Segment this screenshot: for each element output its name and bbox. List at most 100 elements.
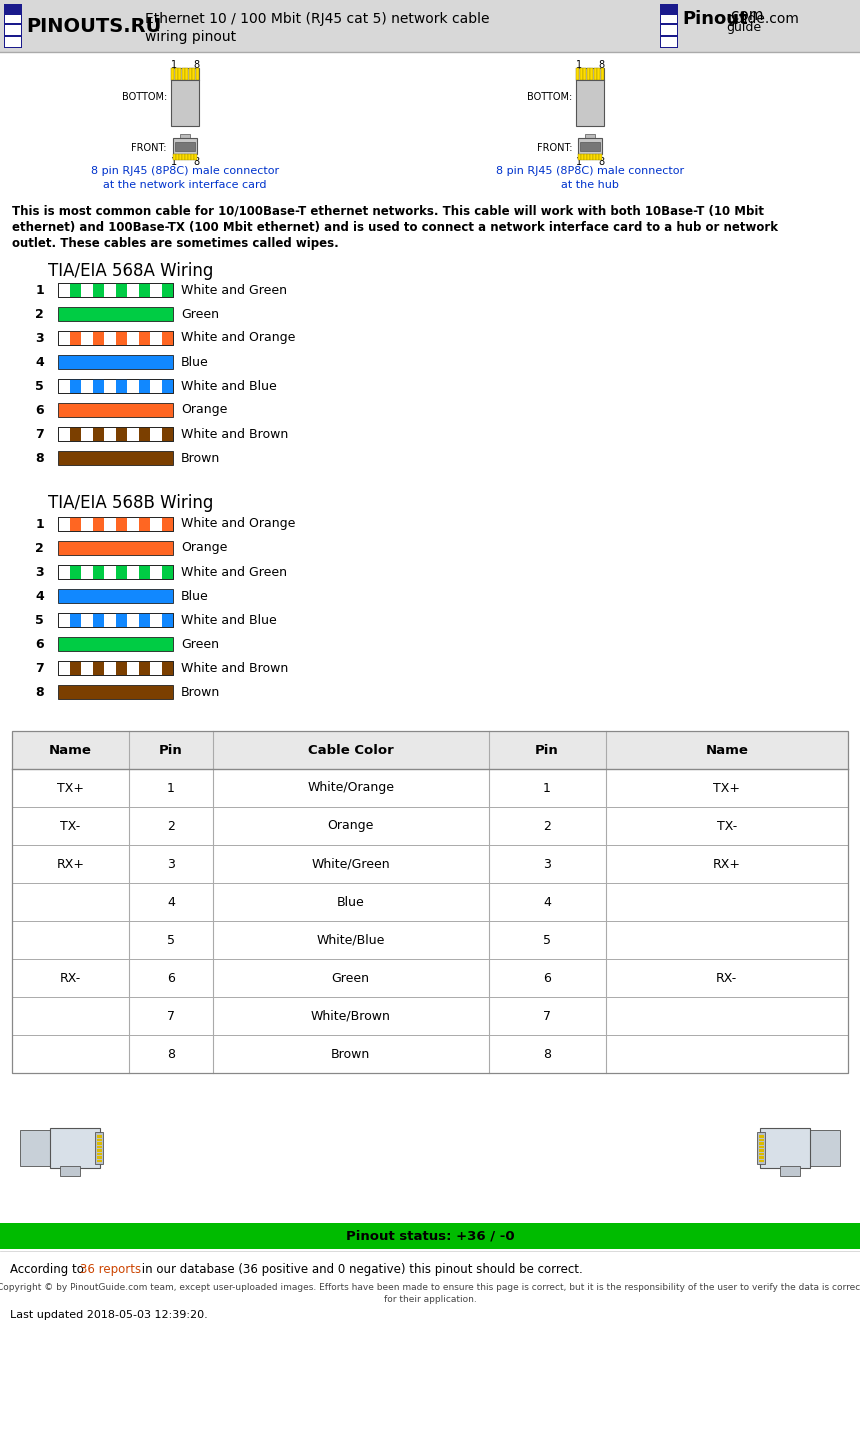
Bar — [660, 4, 678, 48]
Bar — [115, 427, 127, 441]
Bar — [171, 68, 199, 125]
Text: TX-: TX- — [60, 819, 81, 832]
Bar — [58, 307, 173, 322]
Bar — [587, 68, 590, 79]
Bar — [70, 379, 81, 394]
Text: Last updated 2018-05-03 12:39:20.: Last updated 2018-05-03 12:39:20. — [10, 1309, 208, 1319]
Bar — [58, 332, 173, 345]
Bar — [58, 637, 173, 650]
Text: 3: 3 — [544, 858, 551, 871]
Text: RX+: RX+ — [57, 858, 84, 871]
Bar — [58, 685, 173, 699]
Text: 1: 1 — [171, 61, 177, 71]
Bar — [58, 355, 173, 369]
Bar — [180, 134, 190, 138]
Bar — [810, 1131, 840, 1167]
Text: 1: 1 — [167, 782, 175, 795]
Text: Brown: Brown — [181, 685, 220, 698]
Text: 5: 5 — [35, 379, 44, 392]
Bar — [97, 1159, 102, 1162]
Text: 2: 2 — [35, 307, 44, 320]
Bar — [5, 14, 21, 23]
Bar — [176, 154, 179, 160]
Bar — [58, 402, 173, 417]
Text: at the hub: at the hub — [561, 180, 619, 190]
Text: TX+: TX+ — [57, 782, 84, 795]
Bar — [162, 518, 173, 531]
Text: Blue: Blue — [181, 590, 209, 603]
Bar — [581, 154, 584, 160]
Text: 6: 6 — [544, 972, 551, 985]
Text: TIA/EIA 568B Wiring: TIA/EIA 568B Wiring — [48, 495, 213, 512]
Bar — [138, 427, 150, 441]
Text: guide.com: guide.com — [726, 12, 799, 26]
Bar — [58, 565, 173, 580]
Bar — [162, 427, 173, 441]
Text: Orange: Orange — [181, 542, 227, 555]
Bar — [115, 660, 127, 675]
Bar — [58, 379, 173, 394]
Bar — [97, 1152, 102, 1155]
Text: 8 pin RJ45 (8P8C) male connector: 8 pin RJ45 (8P8C) male connector — [496, 166, 684, 176]
Bar — [191, 154, 194, 160]
Text: Orange: Orange — [328, 819, 374, 832]
Bar — [58, 660, 173, 675]
Bar — [192, 68, 195, 79]
Text: BOTTOM:: BOTTOM: — [526, 92, 572, 102]
Text: FRONT:: FRONT: — [537, 143, 572, 153]
Bar — [93, 613, 104, 627]
Text: 7: 7 — [35, 662, 44, 675]
Bar — [600, 68, 604, 79]
Bar — [757, 1132, 765, 1164]
Text: 8: 8 — [543, 1047, 551, 1060]
Text: White and Brown: White and Brown — [181, 662, 288, 675]
Bar — [97, 1142, 102, 1145]
Text: 4: 4 — [167, 895, 175, 908]
Text: Pinout status: +36 / -0: Pinout status: +36 / -0 — [346, 1230, 514, 1243]
Bar — [97, 1135, 102, 1138]
Text: 2: 2 — [35, 542, 44, 555]
Text: FRONT:: FRONT: — [132, 143, 167, 153]
Text: BOTTOM:: BOTTOM: — [122, 92, 167, 102]
Bar — [138, 660, 150, 675]
Text: White/Blue: White/Blue — [316, 933, 384, 946]
Text: 1: 1 — [576, 61, 582, 71]
Bar — [58, 451, 173, 464]
Text: 4: 4 — [35, 590, 44, 603]
Bar — [173, 154, 176, 160]
Bar — [70, 332, 81, 345]
Text: 3: 3 — [35, 565, 44, 578]
Bar — [4, 4, 22, 48]
Bar — [593, 68, 597, 79]
Text: outlet. These cables are sometimes called wipes.: outlet. These cables are sometimes calle… — [12, 236, 339, 249]
Bar — [58, 427, 173, 441]
Bar — [138, 565, 150, 580]
Bar — [0, 1083, 860, 1213]
Text: 6: 6 — [35, 404, 44, 417]
Bar — [138, 379, 150, 394]
Text: 1: 1 — [171, 157, 177, 167]
Text: Pin: Pin — [535, 744, 559, 757]
Bar — [93, 518, 104, 531]
Text: 2: 2 — [544, 819, 551, 832]
Text: 7: 7 — [543, 1009, 551, 1022]
Bar — [578, 154, 581, 160]
Bar — [70, 518, 81, 531]
Text: 8: 8 — [598, 157, 604, 167]
Text: Pinout: Pinout — [682, 10, 747, 27]
Text: White/Green: White/Green — [311, 858, 390, 871]
Text: 7: 7 — [35, 427, 44, 440]
Text: 6: 6 — [35, 637, 44, 650]
Bar — [178, 68, 181, 79]
Bar — [188, 154, 191, 160]
Bar — [58, 660, 173, 675]
Text: Green: Green — [332, 972, 370, 985]
Bar — [759, 1139, 764, 1141]
Bar — [93, 660, 104, 675]
Bar — [5, 37, 21, 48]
Text: RX+: RX+ — [713, 858, 740, 871]
Bar — [58, 427, 173, 441]
Text: 5: 5 — [35, 613, 44, 626]
Bar — [759, 1145, 764, 1148]
Text: Green: Green — [181, 637, 219, 650]
